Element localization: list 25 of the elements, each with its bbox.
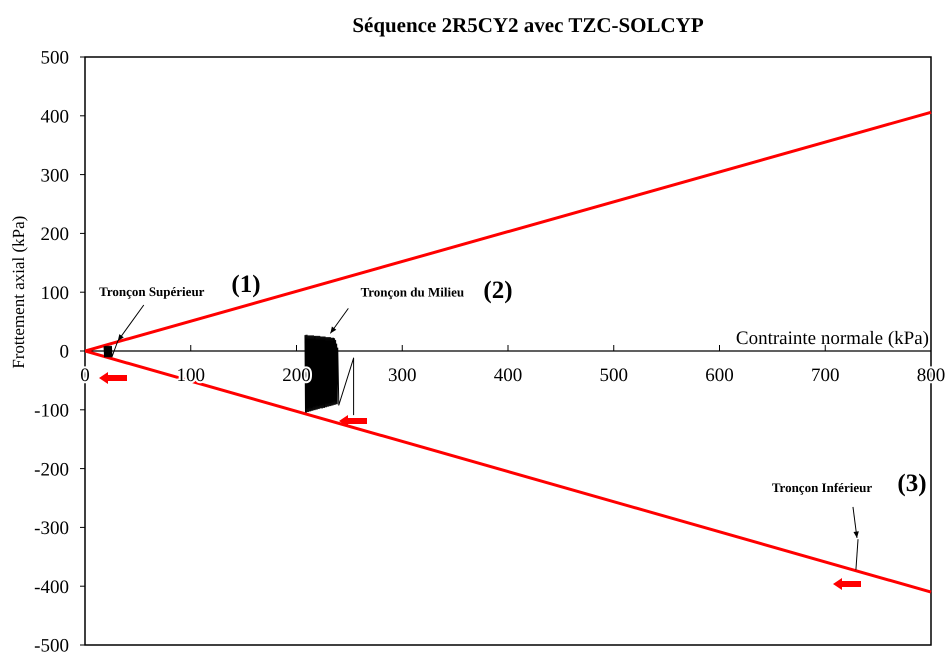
- annotation: (3): [897, 470, 927, 497]
- y-tick-label: -300: [34, 518, 69, 540]
- y-tick-label: 500: [40, 48, 69, 69]
- y-tick-label: 100: [40, 282, 69, 304]
- x-tick-label: 300: [388, 365, 416, 386]
- y-tick-label: -200: [34, 459, 69, 480]
- x-axis-title: Contrainte normale (kPa): [736, 328, 929, 349]
- y-tick-label: 300: [40, 165, 69, 186]
- chart-title: Séquence 2R5CY2 avec TZC-SOLCYP: [352, 13, 704, 37]
- x-tick-label: 400: [494, 365, 522, 386]
- y-tick-label: 400: [40, 106, 69, 128]
- y-axis-title: Frottement axial (kPa): [9, 216, 28, 369]
- annotation: Tronçon du Milieu: [360, 284, 464, 300]
- y-tick-label: 200: [40, 224, 69, 246]
- y-tick-label: -500: [34, 636, 69, 657]
- y-tick-label: -100: [34, 400, 69, 422]
- annotation: Tronçon Supérieur: [99, 284, 205, 300]
- annotation: (2): [483, 277, 513, 304]
- annotation: (1): [231, 271, 261, 298]
- x-tick-label: 700: [811, 365, 840, 386]
- x-tick-label: 500: [600, 365, 628, 386]
- y-tick-label: -400: [34, 576, 69, 598]
- x-tick-label: 600: [705, 365, 734, 386]
- y-tick-label: 0: [60, 342, 69, 363]
- annotation: Tronçon Inférieur: [772, 480, 872, 495]
